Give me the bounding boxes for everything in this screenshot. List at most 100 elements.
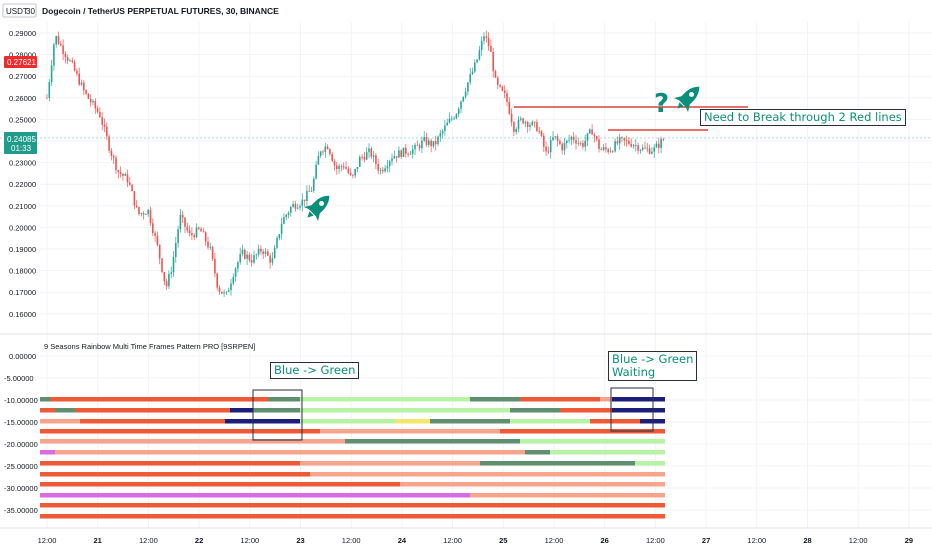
rainbow-segment — [470, 397, 520, 402]
candle-body — [46, 97, 48, 99]
candle-body — [257, 248, 260, 255]
annotation-blue-green[interactable]: Blue -> Green — [270, 362, 360, 379]
time-tick-label: 12:00 — [139, 536, 158, 545]
candle-body — [584, 140, 586, 147]
candle-body — [287, 212, 290, 215]
candle-body — [207, 241, 209, 248]
indicator-tick-label: -20.00000 — [4, 440, 38, 449]
annotation-red-lines[interactable]: Need to Break through 2 Red lines — [700, 109, 906, 126]
highlight-box-1[interactable] — [252, 389, 303, 441]
candle-body — [69, 60, 71, 62]
candle-body — [386, 166, 389, 169]
candle-body — [418, 145, 421, 148]
candle-body — [225, 291, 228, 293]
candle-body — [506, 93, 508, 102]
price-tick-label: 0.16000 — [9, 310, 36, 319]
candle-body — [425, 137, 428, 145]
candle-body — [455, 114, 458, 119]
candle-body — [497, 77, 499, 85]
price-tick-label: 0.28000 — [9, 51, 36, 60]
time-axis[interactable]: 12:00 21 12:00 22 12:00 23 12:00 24 12:00 25 12:00… — [38, 536, 913, 545]
rainbow-segment — [520, 439, 665, 444]
candle-body — [361, 156, 363, 158]
candle-body — [214, 258, 216, 274]
candle-body — [579, 142, 582, 144]
currency-label: USDT — [6, 7, 28, 16]
price-tick-label: 0.29000 — [9, 29, 36, 38]
candle-body — [131, 184, 133, 192]
price-tick-label: 0.20000 — [9, 223, 36, 232]
currency-suffix: 30 — [26, 7, 35, 16]
time-tick-label: 12:00 — [38, 536, 57, 545]
candle-body — [253, 255, 255, 263]
candle-body — [577, 142, 580, 144]
rainbow-segment — [320, 429, 500, 434]
svg-text:0.27621: 0.27621 — [7, 58, 36, 67]
candle-body — [554, 136, 557, 138]
currency-badge[interactable]: USDT 30 — [2, 3, 37, 18]
candle-body — [331, 154, 333, 162]
indicator-tick-label: -30.00000 — [4, 484, 38, 493]
time-tick-label: 26 — [601, 536, 609, 545]
candle-body — [191, 233, 193, 236]
time-tick-label: 22 — [195, 536, 203, 545]
candle-body — [457, 108, 460, 115]
time-tick-label: 21 — [94, 536, 102, 545]
candle-body — [543, 135, 545, 147]
candle-body — [570, 136, 573, 140]
annotation-blue-green-waiting[interactable]: Blue -> Green Waiting — [608, 351, 698, 381]
candle-body — [409, 153, 412, 155]
candle-body — [483, 36, 485, 41]
candle-body — [280, 223, 283, 235]
candle-body — [356, 166, 359, 170]
candle-body — [377, 164, 379, 171]
candle-body — [115, 157, 117, 171]
candle-body — [342, 166, 345, 168]
candle-body — [278, 234, 281, 239]
candle-body — [531, 121, 534, 125]
candle-body — [181, 214, 184, 218]
highlight-box-2[interactable] — [610, 387, 654, 432]
time-tick-label: 24 — [398, 536, 407, 545]
rainbow-segment — [590, 419, 640, 424]
candle-body — [255, 254, 258, 256]
price-axis[interactable]: 0.29000 0.28000 0.27000 0.26000 0.25000 0.240… — [9, 29, 36, 319]
rainbow-segment — [50, 397, 268, 402]
candle-body — [246, 254, 248, 259]
candle-body — [423, 137, 425, 141]
candle-body — [315, 164, 317, 179]
candle-body — [262, 251, 264, 254]
rainbow-segment — [510, 419, 590, 424]
candle-body — [616, 141, 619, 144]
rainbow-segment — [40, 482, 400, 487]
indicator-axis[interactable]: 0.00000 -5.00000 -10.00000 -15.00000 -20.000… — [4, 352, 38, 515]
time-tick-label: 27 — [702, 536, 710, 545]
rainbow-segment — [612, 408, 665, 413]
candle-body — [329, 149, 331, 155]
candle-body — [292, 203, 294, 208]
candle-body — [549, 140, 552, 153]
candle-body — [421, 140, 423, 148]
indicator-title: 9 Seasons Rainbow Multi Time Frames Patt… — [44, 342, 255, 351]
candle-body — [598, 139, 600, 150]
price-tick-label: 0.17000 — [9, 288, 36, 297]
candle-body — [308, 190, 310, 192]
candle-body — [324, 146, 327, 152]
candle-body — [179, 214, 182, 230]
candle-body — [234, 268, 237, 277]
candle-body — [119, 172, 122, 174]
candle-body — [53, 44, 55, 66]
candle-body — [660, 139, 662, 148]
time-tick-label: 12:00 — [443, 536, 462, 545]
candle-body — [250, 260, 253, 263]
candle-body — [365, 152, 368, 160]
candle-body — [273, 247, 276, 259]
price-tick-label: 0.21000 — [9, 202, 36, 211]
candle-body — [382, 169, 384, 172]
candle-body — [154, 233, 156, 236]
candle-body — [566, 140, 568, 143]
rocket-icon — [303, 195, 330, 222]
candle-body — [230, 283, 232, 291]
candle-body — [78, 73, 80, 85]
